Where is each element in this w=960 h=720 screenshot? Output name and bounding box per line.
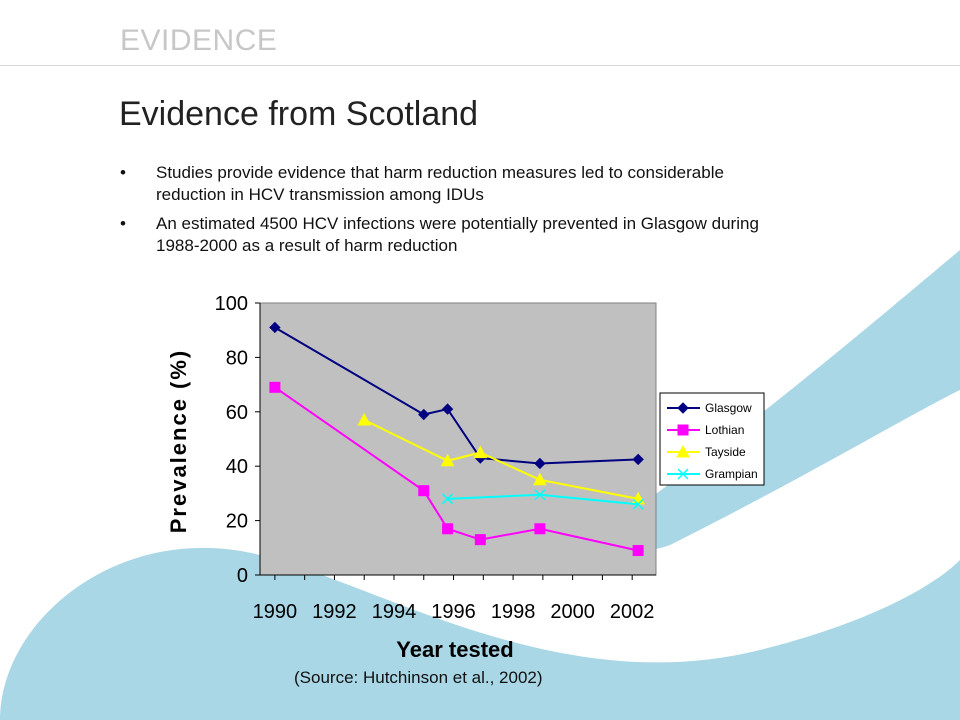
prevalence-line-chart: 0 20 40 60 80 100 1990 1992 1994 1996 1998 2000 2002… bbox=[166, 293, 765, 662]
section-label: EVIDENCE bbox=[120, 24, 278, 57]
source-citation: (Source: Hutchinson et al., 2002) bbox=[294, 668, 543, 687]
data-point-lothian bbox=[534, 523, 546, 535]
bullet-marker: • bbox=[120, 214, 126, 233]
data-point-tayside bbox=[357, 412, 372, 426]
data-point-lothian bbox=[418, 485, 430, 497]
legend-marker-tayside bbox=[676, 444, 690, 458]
wave-shape-lower bbox=[0, 547, 960, 720]
bullet-text: An estimated 4500 HCV infections were po… bbox=[156, 214, 759, 255]
y-tick-label: 100 bbox=[215, 293, 248, 315]
legend-marker-grampian bbox=[677, 468, 689, 480]
data-point-glasgow bbox=[269, 321, 281, 334]
bullet-text: Studies provide evidence that harm reduc… bbox=[156, 163, 724, 204]
x-tick-label: 2000 bbox=[550, 601, 595, 623]
y-axis-title: Prevalence (%) bbox=[166, 349, 191, 534]
data-point-lothian bbox=[442, 523, 454, 535]
legend-label-glasgow: Glasgow bbox=[705, 401, 752, 415]
y-tick-label: 20 bbox=[226, 511, 248, 533]
x-tick-label: 1998 bbox=[491, 601, 536, 623]
legend-label-grampian: Grampian bbox=[705, 467, 758, 481]
data-point-grampian bbox=[442, 493, 454, 505]
data-point-glasgow bbox=[632, 453, 644, 466]
series-line-glasgow bbox=[274, 326, 639, 465]
plot-area bbox=[259, 302, 657, 576]
legend-label-lothian: Lothian bbox=[705, 423, 744, 437]
data-point-glasgow bbox=[418, 408, 430, 421]
x-tick-label: 1994 bbox=[372, 601, 417, 623]
x-tick-label: 2002 bbox=[610, 601, 655, 623]
y-tick-label: 80 bbox=[226, 347, 248, 369]
bullet-item: • Studies provide evidence that harm red… bbox=[120, 162, 780, 206]
data-point-glasgow bbox=[441, 403, 454, 415]
data-point-lothian bbox=[474, 534, 486, 546]
data-point-tayside bbox=[533, 472, 547, 486]
y-tick-label: 40 bbox=[226, 456, 248, 478]
x-axis-title: Year tested bbox=[396, 637, 513, 662]
y-tick-label: 0 bbox=[237, 565, 248, 587]
legend-marker-lothian bbox=[677, 424, 689, 436]
x-tick-label: 1996 bbox=[431, 601, 476, 623]
bullet-item: • An estimated 4500 HCV infections were … bbox=[120, 213, 780, 257]
data-point-grampian bbox=[534, 489, 546, 501]
data-point-lothian bbox=[632, 545, 644, 557]
data-point-glasgow bbox=[534, 457, 546, 470]
header-divider bbox=[0, 65, 960, 66]
x-tick-label: 1990 bbox=[253, 601, 297, 623]
slide-title: Evidence from Scotland bbox=[119, 95, 479, 133]
x-tick-label: 1992 bbox=[312, 601, 357, 623]
legend-label-tayside: Tayside bbox=[705, 445, 746, 459]
data-point-tayside bbox=[440, 453, 455, 467]
bullet-marker: • bbox=[120, 163, 126, 182]
data-point-lothian bbox=[269, 381, 281, 393]
data-point-tayside bbox=[473, 445, 488, 459]
series-line-lothian bbox=[274, 386, 639, 552]
data-point-grampian bbox=[632, 498, 644, 510]
bullet-list: • Studies provide evidence that harm red… bbox=[120, 162, 780, 264]
y-tick-label: 60 bbox=[226, 402, 248, 424]
legend-marker-glasgow bbox=[677, 402, 689, 414]
